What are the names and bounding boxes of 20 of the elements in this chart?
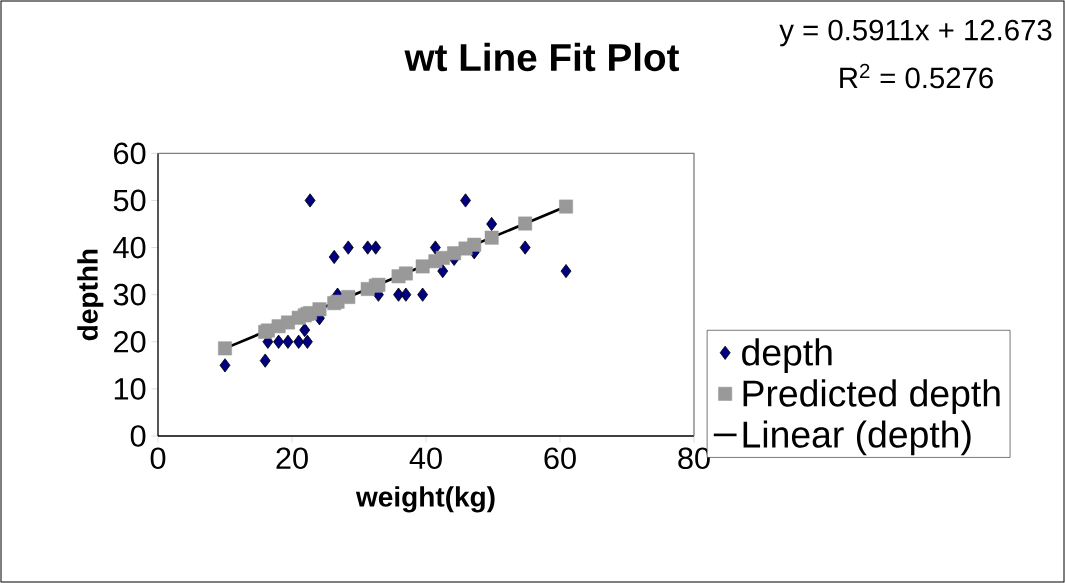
y-tick-label: 50 — [113, 189, 146, 212]
x-tick-label: 60 — [544, 447, 576, 470]
x-tick-label: 80 — [678, 447, 710, 470]
y-tick-label: 0 — [130, 425, 146, 447]
y-tick-label: 60 — [114, 142, 146, 165]
x-tick-label: 40 — [409, 447, 442, 470]
x-axis-title: weight(kg) — [355, 486, 495, 513]
legend-label: depth — [742, 338, 832, 374]
text: R$^{2}$ = 0.5276 — [840, 63, 993, 89]
text: y = 0.5911x + 12.673 — [779, 19, 1052, 47]
x-tick-label: 20 — [276, 447, 308, 470]
y-tick-label: 30 — [113, 283, 146, 306]
y-tick-label: 10 — [114, 378, 146, 400]
y-axis-title: depthh — [77, 249, 104, 341]
chart-title: wt Line Fit Plot — [404, 42, 680, 72]
legend-label: Linear (depth) — [743, 420, 971, 456]
y-tick-label: 20 — [114, 330, 146, 353]
y-tick-label: 40 — [113, 236, 146, 259]
x-tick-label: 0 — [150, 447, 166, 470]
legend-label: Predicted depth — [743, 379, 1000, 415]
